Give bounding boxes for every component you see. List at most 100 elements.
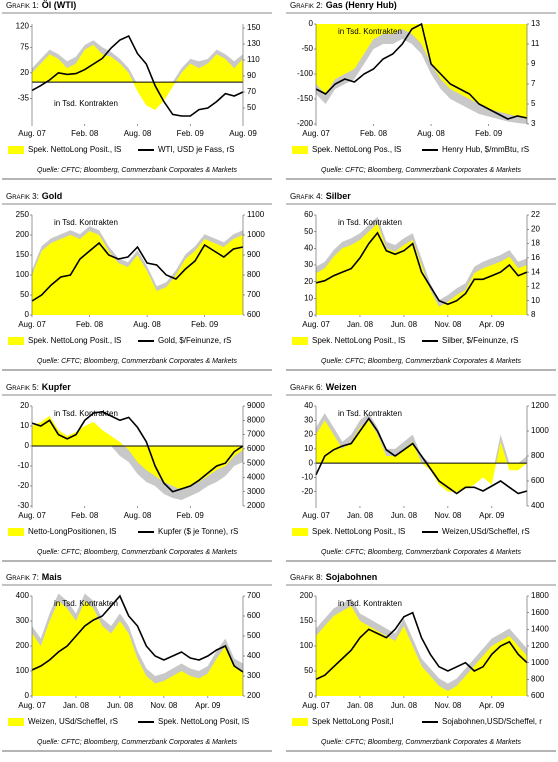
x-tick-label: Aug. 07 xyxy=(302,511,330,520)
chart-panel: Grafik 5: Kupfer -30 -20 -10 0 10 20 2000 3000 400… xyxy=(2,382,272,562)
x-tick-label: Apr. 09 xyxy=(479,511,505,520)
source: Quelle: CFTC; Bloomberg, Commerzbank Cor… xyxy=(37,549,237,556)
title: Öl (WTI) xyxy=(42,0,77,10)
x-tick-label: Aug. 09 xyxy=(229,129,257,138)
annotation: in Tsd. Kontrakten xyxy=(338,599,402,608)
y2-tick-label: 600 xyxy=(531,691,545,700)
source: Quelle: CFTC; Bloomberg, Commerzbank Cor… xyxy=(37,739,237,746)
y-tick-label: 40 xyxy=(304,243,313,252)
legend-swatch xyxy=(292,337,308,345)
legend-label: Spek. NettoLong Posit, lS xyxy=(158,717,249,726)
y-tick-label: 30 xyxy=(304,415,313,424)
y-tick-label: 150 xyxy=(300,616,314,625)
y2-tick-label: 14 xyxy=(531,267,540,276)
y-tick-label: 400 xyxy=(16,591,30,600)
y2-tick-label: 3000 xyxy=(247,487,265,496)
x-tick-label: Aug. 07 xyxy=(302,129,330,138)
legend-label: Spek. NettoLong Posit., lS xyxy=(312,527,405,536)
y-tick-label: 10 xyxy=(304,444,313,453)
y-tick-label: 20 xyxy=(304,277,313,286)
y2-tick-label: 800 xyxy=(531,451,545,460)
x-tick-label: Feb. 08 xyxy=(360,129,388,138)
x-tick-label: Aug. 07 xyxy=(302,701,330,710)
y-tick-label: 40 xyxy=(304,401,313,410)
title-prefix: Grafik 1: xyxy=(6,1,39,10)
chart-panel: Grafik 2: Gas (Henry Hub) -200 -150 -100 -50 0… xyxy=(286,0,556,180)
annotation: in Tsd. Kontrakten xyxy=(338,27,402,36)
y-tick-label: 0 xyxy=(309,691,314,700)
y2-tick-label: 70 xyxy=(247,87,256,96)
y-tick-label: 30 xyxy=(304,260,313,269)
y2-tick-label: 300 xyxy=(247,671,261,680)
x-tick-label: Apr. 09 xyxy=(479,701,505,710)
y2-tick-label: 8 xyxy=(531,310,536,319)
source: Quelle: CFTC; Bloomberg, Commerzbank Cor… xyxy=(37,167,237,174)
x-tick-label: Aug. 08 xyxy=(133,320,161,329)
x-tick-label: Jun. 08 xyxy=(391,320,418,329)
y2-tick-label: 110 xyxy=(247,55,260,64)
y-tick-label: 10 xyxy=(304,293,313,302)
x-tick-label: Feb. 08 xyxy=(71,511,99,520)
position-area xyxy=(32,601,243,696)
y-tick-label: 100 xyxy=(16,666,30,675)
x-tick-label: Jun. 08 xyxy=(391,701,418,710)
x-tick-label: Aug. 08 xyxy=(124,511,152,520)
title-prefix: Grafik 3: xyxy=(6,192,39,201)
y2-tick-label: 8000 xyxy=(247,415,265,424)
legend-swatch xyxy=(8,528,24,536)
y2-tick-label: 1100 xyxy=(247,210,265,219)
legend-label: Henry Hub, $/mmBtu, rS xyxy=(442,145,529,154)
title: Gas (Henry Hub) xyxy=(326,0,397,10)
y-tick-label: -150 xyxy=(297,94,314,103)
y2-tick-label: 600 xyxy=(247,611,261,620)
y2-tick-label: 900 xyxy=(247,250,261,259)
y2-tick-label: 1400 xyxy=(531,624,549,633)
x-tick-label: Jun. 08 xyxy=(391,511,418,520)
annotation: in Tsd. Kontrakten xyxy=(54,218,118,227)
title: Kupfer xyxy=(42,382,71,392)
y-tick-label: 0 xyxy=(309,458,314,467)
annotation: in Tsd. Kontrakten xyxy=(54,599,118,608)
chart-title-group: Grafik 7: Mais xyxy=(6,572,62,582)
x-tick-label: Feb. 09 xyxy=(177,129,205,138)
y-tick-label: 120 xyxy=(16,21,30,30)
y-tick-label: 0 xyxy=(25,310,30,319)
price-line xyxy=(315,611,528,681)
legend-label: Gold, $/Feinunze, rS xyxy=(158,336,231,345)
legend-swatch xyxy=(292,528,308,536)
y2-tick-label: 200 xyxy=(247,691,261,700)
source: Quelle: CFTC; Bloomberg, Commerzbank Cor… xyxy=(321,167,521,174)
legend-swatch xyxy=(8,718,24,726)
price-line xyxy=(315,231,528,306)
y-tick-label: 20 xyxy=(20,68,29,77)
source: Quelle: CFTC; Bloomberg, Commerzbank Cor… xyxy=(37,358,237,365)
y2-tick-label: 50 xyxy=(247,103,256,112)
y2-tick-label: 1200 xyxy=(531,401,549,410)
chart-title-group: Grafik 6: Weizen xyxy=(290,382,357,392)
y2-tick-label: 800 xyxy=(247,270,261,279)
legend-swatch xyxy=(8,146,24,154)
title: Mais xyxy=(42,572,62,582)
title-prefix: Grafik 8: xyxy=(290,573,323,582)
legend-label: Silber, $/Feinunze, rS xyxy=(442,336,518,345)
price-line xyxy=(31,241,244,302)
title: Gold xyxy=(42,191,63,201)
y-tick-label: 200 xyxy=(16,641,30,650)
y-tick-label: -35 xyxy=(17,94,29,103)
position-area xyxy=(32,44,243,110)
y2-tick-label: 700 xyxy=(247,290,261,299)
y2-tick-label: 1800 xyxy=(531,591,549,600)
y-tick-label: 0 xyxy=(25,441,30,450)
chart-panel: Grafik 6: Weizen -20 -10 0 10 20 30 40 400 600 800 1… xyxy=(286,382,556,562)
x-tick-label: Aug. 08 xyxy=(124,129,152,138)
y-tick-label: 250 xyxy=(16,210,30,219)
price-line xyxy=(31,34,244,117)
price-line xyxy=(315,22,528,120)
y2-tick-label: 1200 xyxy=(531,641,549,650)
x-tick-label: Jan. 08 xyxy=(347,511,374,520)
x-tick-label: Feb. 08 xyxy=(71,129,99,138)
y2-tick-label: 7 xyxy=(531,79,536,88)
x-tick-label: Nov. 08 xyxy=(434,511,462,520)
y2-tick-label: 9 xyxy=(531,59,536,68)
